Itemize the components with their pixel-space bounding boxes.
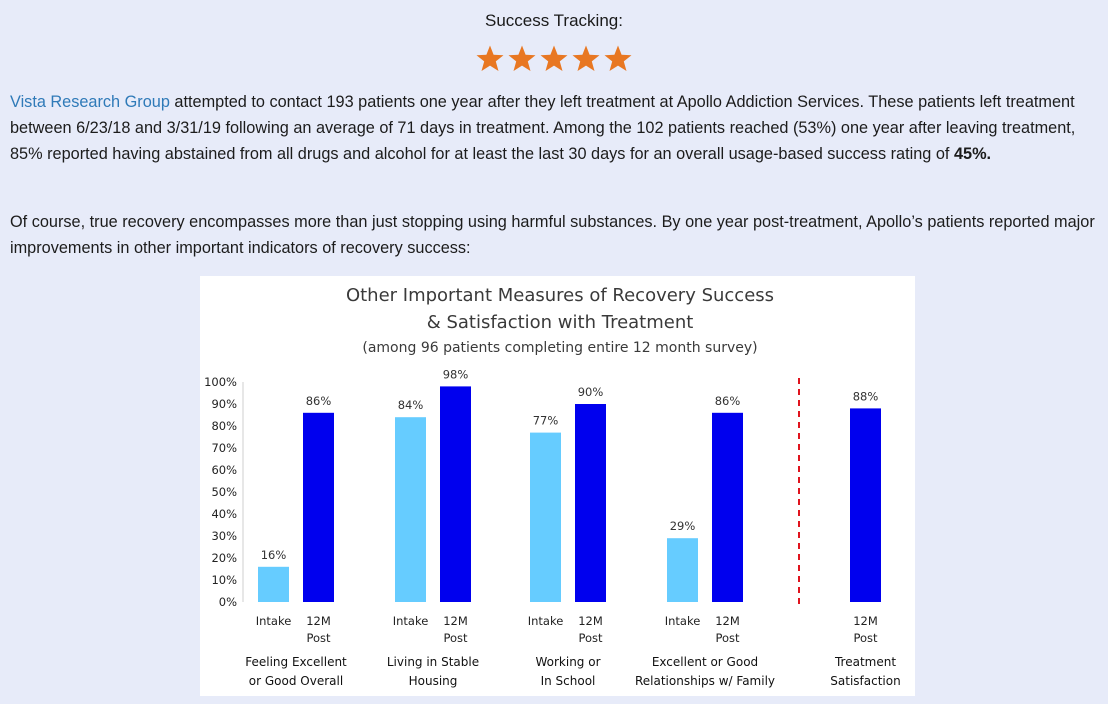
y-tick-label: 30% [211,529,237,543]
bar-intake [530,432,561,602]
category-label: Working or [535,655,600,669]
intro-text: attempted to contact 193 patients one ye… [10,93,1076,163]
bar-value-label: 86% [306,394,332,408]
bar-value-label: 90% [578,385,604,399]
bar-intake [667,538,698,602]
chart-title-line-2: & Satisfaction with Treatment [427,312,694,333]
category-label: Relationships w/ Family [635,674,775,688]
bar-post [303,412,334,602]
success-rating: 45%. [953,145,992,163]
category-label: or Good Overall [249,674,343,688]
y-tick-label: 70% [211,441,237,455]
y-tick-label: 80% [211,419,237,433]
star-icon [604,45,632,71]
bar-value-label: 98% [443,367,469,381]
bar-post [575,404,606,602]
bar-value-label: 86% [715,394,741,408]
section-heading: Success Tracking: [485,11,623,30]
bar-x-label: 12M [443,614,468,628]
bar-post [712,412,743,602]
recovery-paragraph: Of course, true recovery encompasses mor… [10,213,1095,257]
bar-x-label: Intake [393,614,429,628]
bar-x-label: 12M [578,614,603,628]
bar-value-label: 77% [533,414,559,428]
star-icon [572,45,600,71]
bar-x-label: Post [578,631,603,645]
category-label: Feeling Excellent [245,655,347,669]
chart-subtitle: (among 96 patients completing entire 12 … [362,340,757,356]
star-icon [476,45,504,71]
category-label: Housing [409,674,458,688]
bar-x-label: Intake [665,614,701,628]
bar-value-label: 29% [670,519,696,533]
vista-research-link[interactable]: Vista Research Group [10,93,170,111]
category-label: Living in Stable [387,655,479,669]
bar-post [850,408,881,602]
bar-x-label: Intake [528,614,564,628]
y-tick-label: 20% [211,551,237,565]
recovery-chart: Other Important Measures of Recovery Suc… [200,276,915,696]
bar-x-label: 12M [853,614,878,628]
bar-value-label: 84% [398,398,424,412]
recovery-chart-svg: Other Important Measures of Recovery Suc… [204,285,901,688]
bar-intake [258,566,289,602]
bar-x-label: 12M [715,614,740,628]
intro-paragraph: Vista Research Group attempted to contac… [10,89,1102,167]
bar-value-label: 16% [261,548,287,562]
bar-intake [395,417,426,602]
y-tick-label: 50% [211,485,237,499]
bar-x-label: Post [443,631,468,645]
y-tick-label: 10% [211,573,237,587]
chart-title-line-1: Other Important Measures of Recovery Suc… [346,285,774,306]
y-tick-label: 100% [204,375,237,389]
star-icon [508,45,536,71]
category-label: Treatment [834,655,896,669]
bar-x-label: Post [306,631,331,645]
star-icon [540,45,568,71]
y-tick-label: 40% [211,507,237,521]
bar-x-label: Intake [256,614,292,628]
bar-x-label: Post [715,631,740,645]
bar-value-label: 88% [853,389,879,403]
y-tick-label: 90% [211,397,237,411]
star-rating [0,44,1108,74]
category-label: In School [541,674,596,688]
bar-post [440,386,471,602]
y-tick-label: 60% [211,463,237,477]
category-label: Satisfaction [830,674,900,688]
bar-x-label: 12M [306,614,331,628]
category-label: Excellent or Good [652,655,758,669]
bar-x-label: Post [853,631,878,645]
y-tick-label: 0% [219,595,237,609]
